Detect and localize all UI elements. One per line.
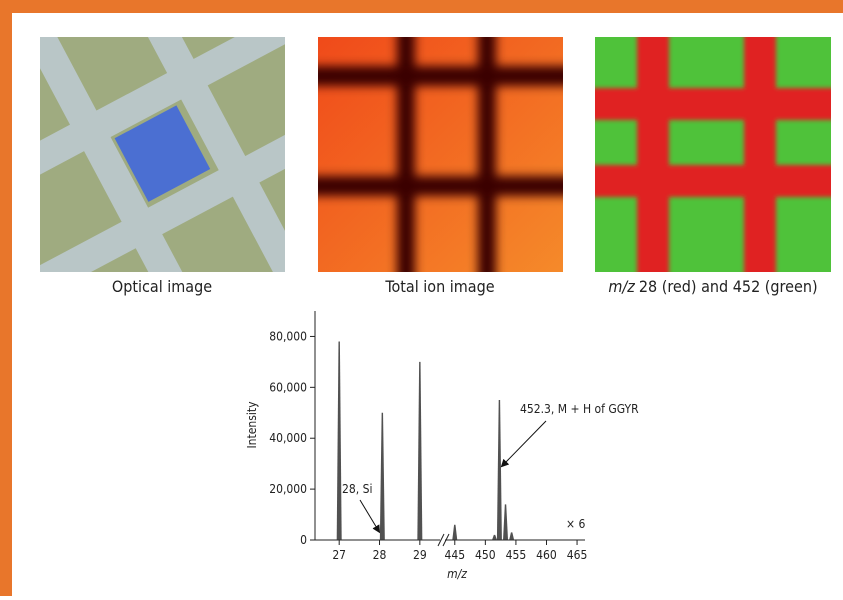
peak bbox=[417, 362, 422, 540]
y-tick-label: 60,000 bbox=[269, 380, 307, 394]
scale-note: × 6 bbox=[566, 517, 585, 531]
x-tick-label: 29 bbox=[413, 548, 427, 562]
peak bbox=[337, 342, 342, 540]
top-border bbox=[0, 0, 843, 13]
y-tick-label: 0 bbox=[300, 533, 307, 547]
annotation: 452.3, M + H of GGYR bbox=[520, 402, 639, 416]
x-tick-label: 27 bbox=[332, 548, 346, 562]
total-ion-image bbox=[300, 20, 580, 290]
x-tick-label: 450 bbox=[475, 548, 496, 562]
annotation-arrow bbox=[360, 500, 380, 532]
y-tick-label: 20,000 bbox=[269, 482, 307, 496]
figure: Optical image Total ion image m/z28 (red… bbox=[0, 0, 843, 596]
annotation-arrow bbox=[501, 421, 546, 467]
peak bbox=[380, 413, 385, 540]
caption-italic: m/z bbox=[608, 277, 635, 296]
left-border bbox=[0, 0, 12, 596]
x-tick-label: 445 bbox=[444, 548, 465, 562]
x-tick-label: 460 bbox=[536, 548, 557, 562]
peak bbox=[503, 504, 508, 540]
y-axis-label: Intensity bbox=[245, 401, 259, 449]
caption: Total ion image bbox=[384, 277, 494, 296]
peak bbox=[452, 525, 457, 540]
x-tick-label: 465 bbox=[567, 548, 588, 562]
peak bbox=[492, 535, 497, 540]
x-tick-label: 455 bbox=[506, 548, 527, 562]
mz-image bbox=[580, 20, 843, 290]
y-tick-label: 80,000 bbox=[269, 329, 307, 343]
peak bbox=[509, 532, 514, 540]
peak bbox=[497, 400, 502, 540]
caption: Optical image bbox=[112, 277, 212, 296]
y-tick-label: 40,000 bbox=[269, 431, 307, 445]
x-axis-label: m/z bbox=[447, 567, 467, 581]
x-tick-label: 28 bbox=[373, 548, 387, 562]
annotation: 28, Si bbox=[342, 482, 372, 496]
caption-text: 28 (red) and 452 (green) bbox=[639, 277, 818, 296]
